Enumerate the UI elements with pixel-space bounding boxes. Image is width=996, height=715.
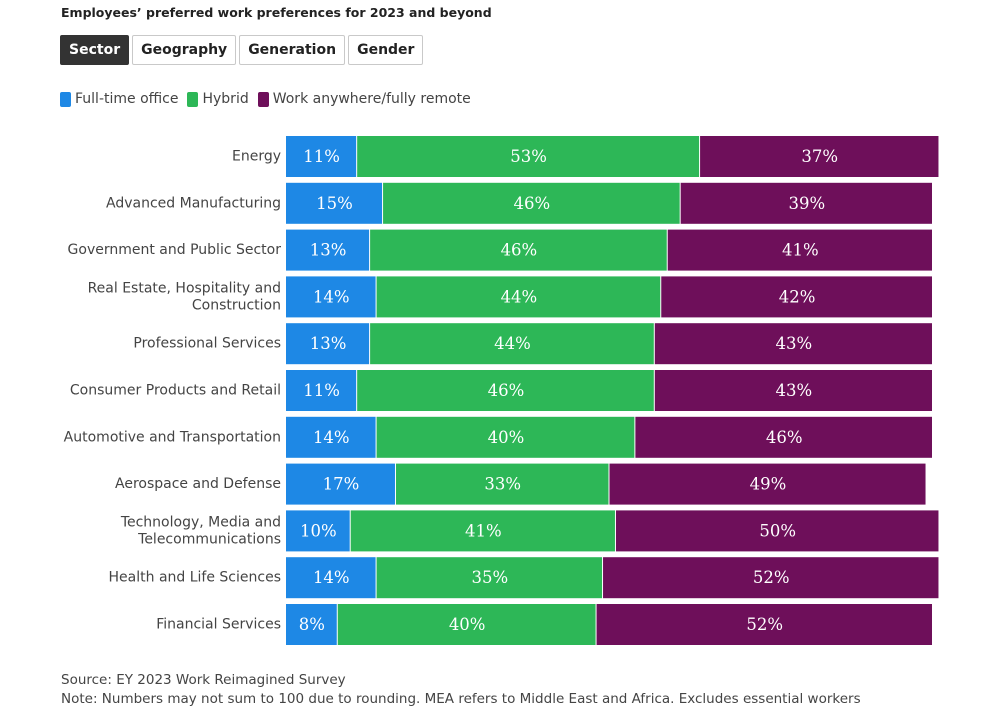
bar-segment-office bbox=[286, 323, 370, 365]
data-label-office: 15% bbox=[316, 194, 353, 213]
bar-segment-remote bbox=[609, 463, 926, 505]
tab-gender[interactable]: Gender bbox=[348, 35, 424, 65]
legend-item-office: Full-time office bbox=[60, 91, 178, 107]
footnote: Note: Numbers may not sum to 100 due to … bbox=[61, 691, 861, 707]
legend-swatch-office bbox=[60, 91, 71, 107]
data-label-remote: 52% bbox=[753, 568, 790, 587]
legend-swatch-hybrid bbox=[187, 91, 199, 107]
bar-segment-remote bbox=[654, 370, 932, 411]
legend-swatch-remote bbox=[257, 91, 269, 107]
data-label-office: 13% bbox=[310, 241, 347, 260]
data-label-remote: 41% bbox=[782, 241, 819, 260]
data-label-hybrid: 40% bbox=[488, 428, 525, 447]
data-label-office: 8% bbox=[299, 615, 325, 634]
data-label-remote: 46% bbox=[766, 428, 803, 447]
bar-segment-office bbox=[286, 604, 337, 645]
tab-bar: Sector Geography Generation Gender bbox=[60, 35, 424, 65]
data-label-remote: 49% bbox=[750, 475, 787, 494]
bar-segment-hybrid bbox=[376, 557, 603, 599]
data-label-office: 10% bbox=[300, 521, 337, 540]
bar-segment-remote bbox=[596, 604, 932, 645]
bar-segment-office bbox=[286, 510, 350, 552]
category-label: Construction bbox=[192, 297, 281, 313]
data-label-remote: 43% bbox=[776, 381, 813, 400]
data-label-hybrid: 46% bbox=[488, 381, 525, 400]
data-label-hybrid: 53% bbox=[510, 147, 547, 166]
bar-segment-hybrid bbox=[370, 323, 654, 365]
category-label: Consumer Products and Retail bbox=[70, 383, 281, 399]
data-label-hybrid: 44% bbox=[494, 334, 531, 353]
category-label: Real Estate, Hospitality and bbox=[88, 280, 281, 296]
bar-segment-hybrid bbox=[357, 136, 700, 177]
data-label-remote: 42% bbox=[779, 287, 816, 306]
tab-sector[interactable]: Sector bbox=[60, 35, 130, 65]
bar-segment-office bbox=[286, 229, 370, 271]
bar-segment-office bbox=[286, 136, 357, 177]
data-label-remote: 50% bbox=[759, 521, 796, 540]
data-label-hybrid: 35% bbox=[471, 568, 508, 587]
category-label: Energy bbox=[232, 149, 281, 165]
category-label: Health and Life Sciences bbox=[109, 570, 281, 586]
bar-segment-remote bbox=[667, 229, 932, 271]
category-label: Technology, Media and bbox=[120, 514, 281, 530]
legend-label-hybrid: Hybrid bbox=[202, 91, 249, 107]
bar-segment-remote bbox=[661, 276, 932, 318]
bar-segment-office bbox=[286, 416, 376, 458]
legend-label-office: Full-time office bbox=[75, 91, 179, 107]
data-label-office: 14% bbox=[313, 568, 350, 587]
bar-segment-hybrid bbox=[357, 370, 654, 411]
legend-item-remote: Work anywhere/fully remote bbox=[257, 91, 471, 107]
data-label-office: 11% bbox=[303, 147, 340, 166]
bar-segment-hybrid bbox=[370, 229, 667, 271]
bar-segment-hybrid bbox=[376, 416, 635, 458]
category-label: Financial Services bbox=[156, 617, 281, 633]
chart-title: Employees’ preferred work preferences fo… bbox=[61, 5, 492, 20]
data-label-office: 11% bbox=[303, 381, 340, 400]
source-note: Source: EY 2023 Work Reimagined Survey bbox=[61, 672, 346, 688]
bar-segment-office bbox=[286, 557, 376, 599]
data-label-office: 14% bbox=[313, 428, 350, 447]
bar-segment-remote bbox=[635, 416, 932, 458]
data-label-hybrid: 46% bbox=[514, 194, 551, 213]
bar-segment-remote bbox=[615, 510, 939, 552]
data-label-remote: 43% bbox=[776, 334, 813, 353]
data-label-remote: 39% bbox=[788, 194, 825, 213]
bar-segment-office bbox=[286, 370, 357, 411]
bar-segment-remote bbox=[680, 182, 932, 224]
category-label: Telecommunications bbox=[137, 531, 281, 547]
data-label-hybrid: 40% bbox=[449, 615, 486, 634]
data-label-remote: 52% bbox=[746, 615, 783, 634]
tab-generation[interactable]: Generation bbox=[239, 35, 346, 65]
data-label-office: 13% bbox=[310, 334, 347, 353]
bar-segment-remote bbox=[603, 557, 939, 599]
bar-segment-remote bbox=[700, 136, 939, 177]
bar-segment-office bbox=[286, 276, 376, 318]
stacked-bar-chart: Energy 11% 53% 37% Advanced Manufacturing 15%… bbox=[64, 136, 939, 645]
bar-segment-hybrid bbox=[350, 510, 615, 552]
bar-segment-hybrid bbox=[376, 276, 661, 318]
category-label: Automotive and Transportation bbox=[64, 429, 281, 445]
chart-legend: Full-time office Hybrid Work anywhere/fu… bbox=[60, 91, 480, 107]
bar-segment-hybrid bbox=[337, 604, 596, 645]
bar-segment-hybrid bbox=[395, 463, 609, 505]
category-label: Aerospace and Defense bbox=[115, 476, 281, 492]
data-label-hybrid: 44% bbox=[501, 287, 538, 306]
data-label-office: 14% bbox=[313, 287, 350, 306]
legend-label-remote: Work anywhere/fully remote bbox=[272, 91, 471, 107]
category-label: Government and Public Sector bbox=[68, 242, 282, 258]
category-label: Professional Services bbox=[133, 336, 281, 352]
category-label: Advanced Manufacturing bbox=[106, 195, 281, 211]
bar-segment-hybrid bbox=[383, 182, 680, 224]
data-label-hybrid: 41% bbox=[465, 521, 502, 540]
bar-segment-office bbox=[286, 182, 383, 224]
bar-segment-office bbox=[286, 463, 395, 505]
data-label-hybrid: 46% bbox=[501, 241, 538, 260]
legend-item-hybrid: Hybrid bbox=[187, 91, 249, 107]
data-label-hybrid: 33% bbox=[484, 475, 521, 494]
tab-geography[interactable]: Geography bbox=[132, 35, 237, 65]
bar-segment-remote bbox=[654, 323, 932, 365]
data-label-office: 17% bbox=[323, 475, 360, 494]
data-label-remote: 37% bbox=[801, 147, 838, 166]
